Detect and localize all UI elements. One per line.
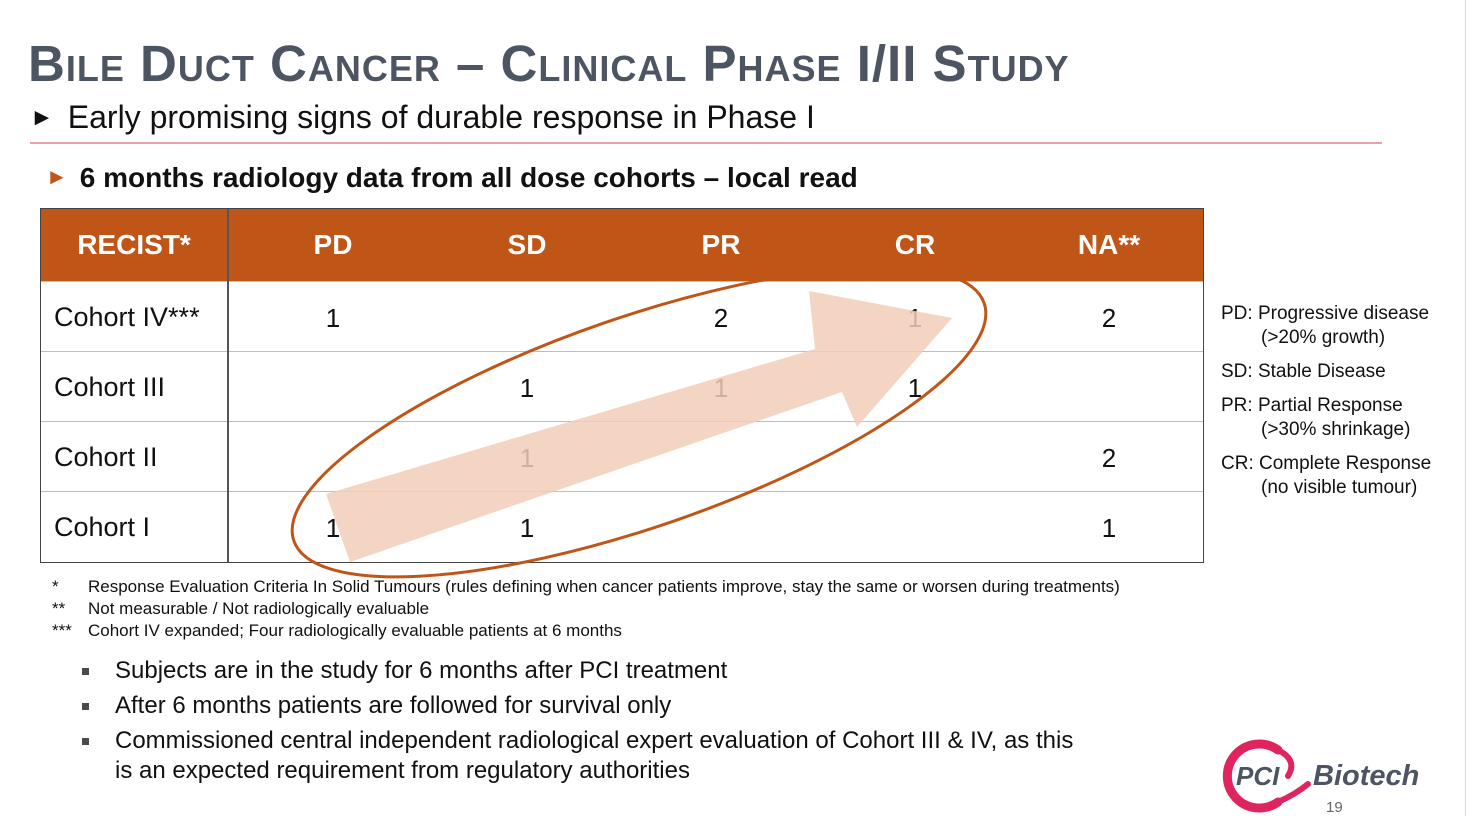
list-item: After 6 months patients are followed for… (82, 691, 1073, 721)
cell-cr (818, 492, 1012, 562)
cell-sd: 1 (519, 373, 535, 403)
row-label: Cohort I (54, 512, 151, 542)
logo-text-pci: PCI (1236, 761, 1280, 791)
legend-item: SD: Stable Disease (1221, 360, 1431, 384)
slide-subtitle-text: Early promising signs of durable respons… (67, 99, 815, 135)
list-item-text: Subjects are in the study for 6 months a… (115, 657, 728, 684)
footnote-text: Response Evaluation Criteria In Solid Tu… (88, 577, 1120, 596)
abbreviation-legend: PD: Progressive disease (>20% growth) SD… (1221, 302, 1431, 510)
footnote-mark: *** (52, 621, 72, 640)
table-row: Cohort IV*** 1 2 1 2 (41, 281, 1203, 351)
header-sd: SD (507, 229, 547, 260)
triangle-bullet-icon: ► (46, 164, 68, 189)
recist-table: RECIST* PD SD PR CR NA** Cohort IV*** 1 … (40, 208, 1204, 563)
header-recist: RECIST* (77, 229, 191, 260)
legend-detail: (>30% shrinkage) (1261, 419, 1411, 440)
cell-pd (236, 422, 430, 492)
list-item: Commissioned central independent radiolo… (82, 726, 1073, 786)
header-cr: CR (894, 229, 936, 260)
triangle-bullet-icon: ► (30, 104, 54, 131)
footnote-mark: * (52, 577, 59, 596)
cell-pr: 1 (713, 373, 729, 403)
footnote: * Response Evaluation Criteria In Solid T… (52, 576, 1120, 598)
square-bullet-icon (82, 703, 89, 710)
bullet-list: Subjects are in the study for 6 months a… (82, 656, 1073, 791)
legend-detail: (>20% growth) (1261, 327, 1386, 348)
list-item-text-continued: is an expected requirement from regulato… (115, 757, 690, 784)
cell-cr (818, 422, 1012, 492)
table-header-row: RECIST* PD SD PR CR NA** (41, 209, 1203, 281)
list-item: Subjects are in the study for 6 months a… (82, 656, 1073, 686)
header-pr: PR (701, 229, 741, 260)
cell-pr (624, 492, 818, 562)
square-bullet-icon (82, 738, 89, 745)
cell-pr: 2 (713, 303, 729, 333)
cell-na: 2 (1101, 443, 1117, 473)
slide-subtitle: ► Early promising signs of durable respon… (30, 99, 815, 136)
list-item-text: Commissioned central independent radiolo… (115, 727, 1074, 754)
cell-sd: 1 (519, 513, 535, 543)
row-label: Cohort II (54, 442, 158, 472)
row-label: Cohort IV*** (54, 302, 200, 332)
first-column-divider (227, 209, 229, 562)
slide-title: Bile Duct Cancer – Clinical Phase I/II S… (28, 35, 1070, 92)
cell-na (1012, 352, 1206, 422)
list-item-text: After 6 months patients are followed for… (115, 692, 672, 719)
legend-item: PR: Partial Response (>30% shrinkage) (1221, 394, 1431, 442)
legend-term: PR: Partial Response (1221, 395, 1403, 416)
footnote: ** Not measurable / Not radiologically ev… (52, 598, 1120, 620)
legend-term: CR: Complete Response (1221, 453, 1432, 474)
cell-na: 1 (1101, 513, 1117, 543)
cell-pd: 1 (325, 303, 341, 333)
cell-pr (624, 422, 818, 492)
cell-pd: 1 (325, 513, 341, 543)
table-row: Cohort II 1 2 (41, 421, 1203, 491)
page-number: 19 (1326, 799, 1343, 816)
logo-text-biotech: Biotech (1313, 760, 1419, 792)
footnote-text: Not measurable / Not radiologically eval… (88, 599, 430, 618)
legend-item: CR: Complete Response (no visible tumour… (1221, 452, 1431, 500)
footnote-text: Cohort IV expanded; Four radiologically … (88, 621, 622, 640)
slide-right-edge (1465, 0, 1466, 816)
table-row: Cohort III 1 1 1 (41, 351, 1203, 421)
cell-na: 2 (1101, 303, 1117, 333)
cell-cr: 1 (907, 373, 923, 403)
cell-cr: 1 (907, 303, 923, 333)
cell-pd (236, 352, 430, 422)
pci-biotech-logo: PCI Biotech (1222, 739, 1419, 813)
header-na: NA** (1077, 229, 1141, 260)
section-heading: ► 6 months radiology data from all dose c… (46, 162, 858, 194)
title-divider (30, 142, 1382, 144)
legend-item: PD: Progressive disease (>20% growth) (1221, 302, 1431, 350)
section-heading-text: 6 months radiology data from all dose co… (79, 162, 858, 193)
legend-term: PD: Progressive disease (1221, 303, 1430, 324)
row-label: Cohort III (54, 372, 166, 402)
footnotes: * Response Evaluation Criteria In Solid T… (52, 576, 1120, 642)
footnote: *** Cohort IV expanded; Four radiological… (52, 620, 1120, 642)
legend-detail: (no visible tumour) (1261, 477, 1418, 498)
header-pd: PD (313, 229, 353, 260)
cell-sd: 1 (519, 443, 535, 473)
footnote-mark: ** (52, 599, 66, 618)
legend-term: SD: Stable Disease (1221, 361, 1386, 382)
cell-sd (430, 282, 624, 352)
square-bullet-icon (82, 668, 89, 675)
table-row: Cohort I 1 1 1 (41, 491, 1203, 561)
